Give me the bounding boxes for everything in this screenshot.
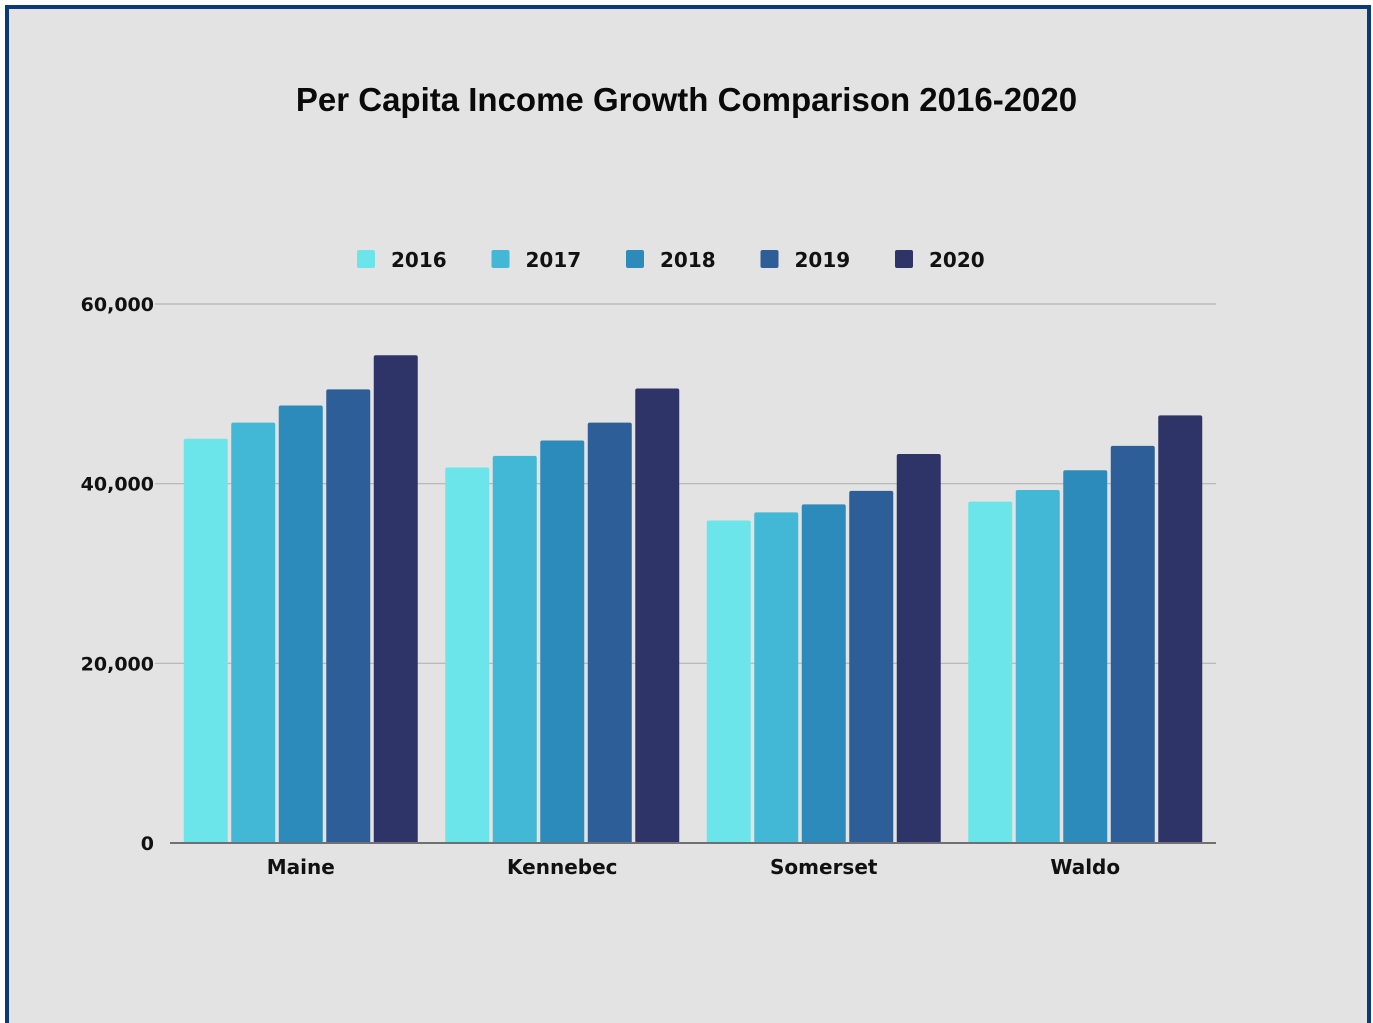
- bar: [754, 512, 799, 843]
- x-tick-label: Kennebec: [507, 855, 618, 879]
- bar: [1158, 415, 1203, 843]
- y-tick-label: 20,000: [81, 653, 154, 675]
- y-tick-label: 0: [141, 833, 154, 855]
- legend-label: 2020: [929, 248, 985, 272]
- bar: [231, 422, 276, 843]
- legend-swatch: [357, 250, 375, 268]
- legend-swatch: [491, 250, 510, 268]
- bar: [896, 454, 941, 843]
- legend-label: 2018: [660, 248, 716, 272]
- legend-swatch: [760, 250, 779, 268]
- y-tick-label: 60,000: [81, 294, 154, 316]
- legend-label: 2017: [526, 248, 582, 272]
- bar: [801, 504, 846, 843]
- bar: [635, 388, 680, 843]
- bars: [183, 355, 1203, 843]
- bar: [445, 467, 490, 843]
- x-tick-label: Waldo: [1050, 855, 1120, 879]
- legend-label: 2016: [391, 248, 447, 272]
- x-axis: Maine Kennebec Somerset Waldo: [170, 842, 1216, 879]
- bar: [373, 355, 418, 843]
- legend-swatch: [626, 250, 644, 268]
- bar: [183, 438, 228, 843]
- bar: [968, 501, 1013, 843]
- legend-label: 2019: [795, 248, 851, 272]
- bar: [849, 490, 894, 843]
- chart-title: Per Capita Income Growth Comparison 2016…: [295, 81, 1078, 118]
- x-tick-label: Maine: [267, 855, 335, 879]
- legend: 2016 2017 2018 2019 2020: [357, 248, 985, 272]
- x-tick-label: Somerset: [770, 855, 878, 879]
- y-tick-label: 40,000: [81, 474, 154, 496]
- bar: [1063, 470, 1108, 843]
- bar: [278, 405, 323, 843]
- legend-swatch: [895, 250, 913, 268]
- y-axis: 0 20,000 40,000 60,000: [81, 294, 154, 855]
- bar: [540, 440, 585, 843]
- bar: [326, 389, 371, 843]
- bar: [587, 422, 632, 843]
- bar: [492, 455, 537, 843]
- bar: [1015, 489, 1060, 843]
- bar: [1110, 445, 1155, 843]
- bar: [706, 520, 751, 843]
